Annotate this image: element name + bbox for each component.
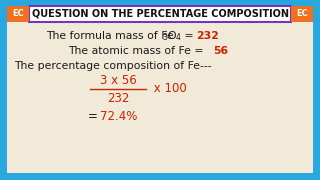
Text: EC: EC xyxy=(296,10,308,19)
Text: =: = xyxy=(181,31,197,41)
Text: The atomic mass of Fe =: The atomic mass of Fe = xyxy=(68,46,207,56)
FancyBboxPatch shape xyxy=(291,6,313,22)
Text: 4: 4 xyxy=(176,33,181,42)
Text: O: O xyxy=(167,31,176,41)
Text: =: = xyxy=(88,109,102,123)
FancyBboxPatch shape xyxy=(7,7,313,173)
Text: 232: 232 xyxy=(107,91,129,105)
Text: x 100: x 100 xyxy=(150,82,187,96)
FancyBboxPatch shape xyxy=(29,6,291,22)
Text: QUESTION ON THE PERCENTAGE COMPOSITION: QUESTION ON THE PERCENTAGE COMPOSITION xyxy=(31,9,289,19)
Text: The formula mass of Fe: The formula mass of Fe xyxy=(46,31,174,41)
Text: EC: EC xyxy=(12,10,24,19)
FancyBboxPatch shape xyxy=(7,6,29,22)
Text: 56: 56 xyxy=(213,46,228,56)
Text: The percentage composition of Fe---: The percentage composition of Fe--- xyxy=(14,61,212,71)
Text: 3 x 56: 3 x 56 xyxy=(100,73,136,87)
Text: 3: 3 xyxy=(162,33,167,42)
Text: 72.4%: 72.4% xyxy=(100,109,137,123)
Text: 232: 232 xyxy=(196,31,219,41)
